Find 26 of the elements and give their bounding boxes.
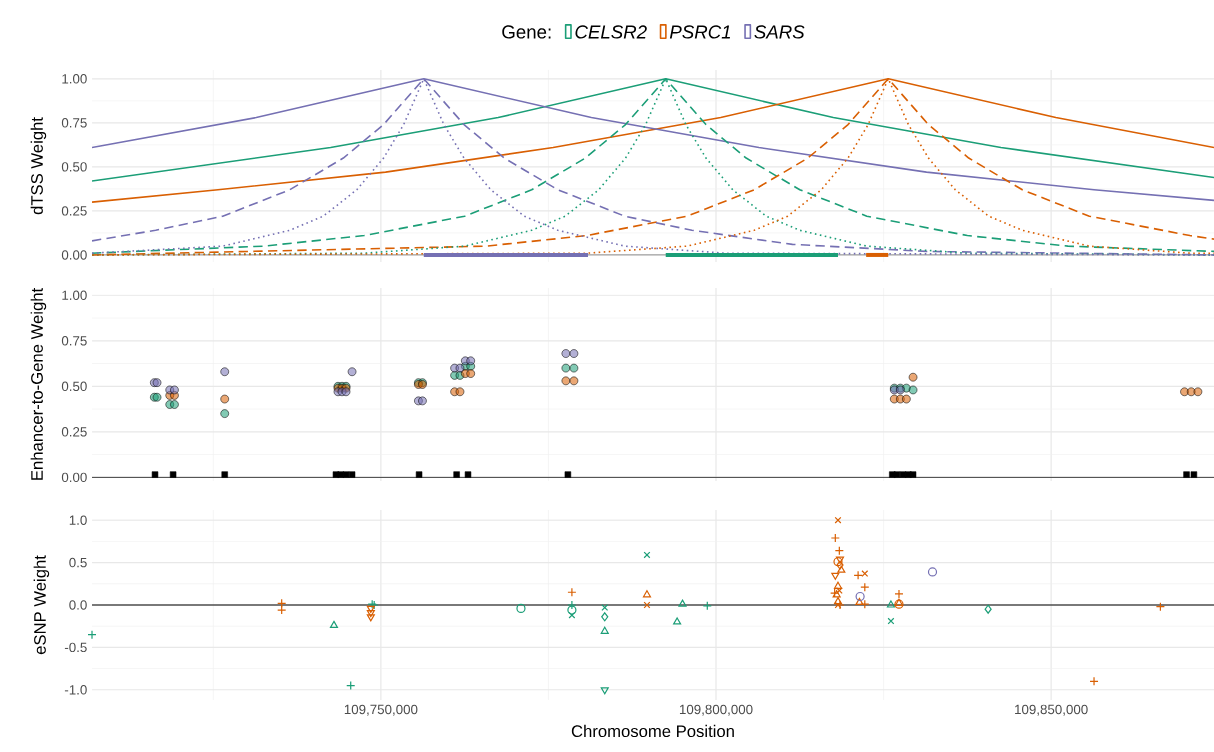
- y-axis-title: eSNP Weight: [33, 555, 50, 655]
- x-tick-label: 109,800,000: [679, 704, 753, 716]
- y-tick-label: -1.0: [64, 685, 87, 695]
- y-tick-label: 0.25: [61, 206, 87, 216]
- y-tick-label: 0.00: [61, 472, 87, 483]
- y-tick-label: 0.75: [61, 118, 87, 128]
- legend-label: PSRC1: [669, 25, 730, 39]
- y-tick-label: 0.5: [69, 557, 87, 568]
- x-axis-title: Chromosome Position: [571, 724, 734, 738]
- legend-label: CELSR2: [575, 25, 647, 39]
- y-tick-label: 0.50: [61, 162, 87, 172]
- legend-label: SARS: [754, 25, 805, 39]
- x-tick-label: 109,850,000: [1015, 704, 1088, 716]
- y-tick-label: 1.0: [69, 515, 87, 525]
- y-tick-label: 1.00: [62, 290, 87, 300]
- y-tick-label: 0.75: [61, 336, 87, 346]
- x-tick-label: 109,750,000: [344, 704, 418, 716]
- y-tick-label: 0.0: [69, 600, 87, 610]
- y-axis-title: dTSS Weight: [30, 117, 47, 215]
- y-tick-label: -0.5: [64, 642, 87, 653]
- y-tick-label: 0.00: [61, 250, 87, 260]
- y-axis-title: Enhancer-to-Gene Weight: [30, 287, 47, 480]
- legend-title: Gene:: [502, 25, 551, 39]
- y-tick-label: 0.25: [61, 427, 87, 437]
- y-tick-label: 0.50: [61, 381, 87, 392]
- y-tick-label: 1.00: [62, 74, 87, 84]
